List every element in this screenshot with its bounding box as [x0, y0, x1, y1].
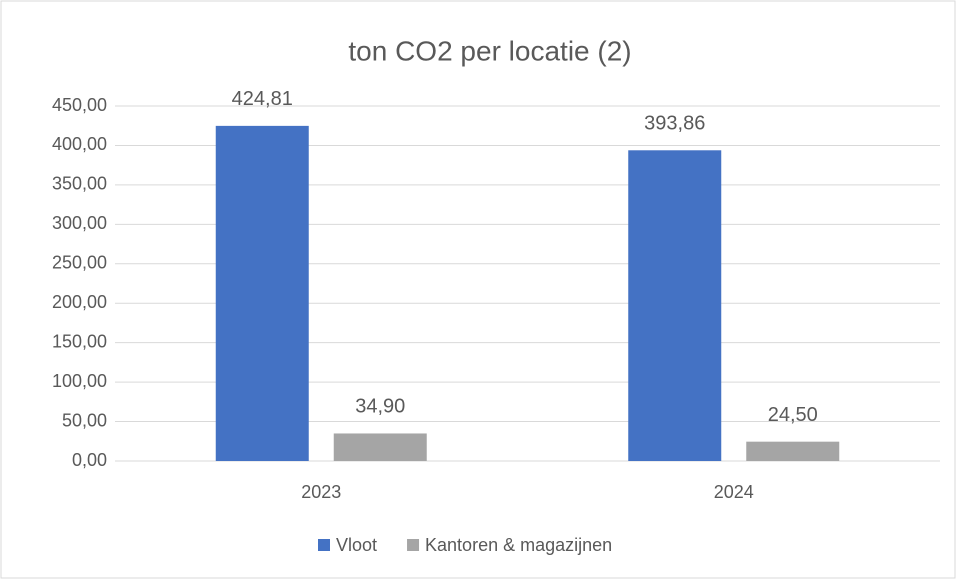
y-tick-label: 200,00: [52, 292, 107, 312]
value-label: 24,50: [768, 404, 818, 426]
y-tick-label: 400,00: [52, 134, 107, 154]
y-tick-label: 50,00: [62, 410, 107, 430]
legend-swatch: [407, 539, 420, 551]
x-tick-label: 2024: [714, 482, 754, 502]
value-label: 34,90: [355, 396, 405, 418]
bar: [628, 150, 722, 462]
y-tick-label: 250,00: [52, 253, 107, 273]
legend-swatch: [318, 539, 330, 551]
chart-title: ton CO2 per locatie (2): [348, 35, 631, 66]
bar: [333, 433, 427, 461]
y-tick-label: 350,00: [52, 174, 107, 194]
y-tick-label: 150,00: [52, 331, 107, 351]
value-label: 424,81: [232, 88, 293, 110]
y-tick-label: 0,00: [72, 450, 107, 470]
x-tick-label: 2023: [301, 482, 341, 502]
y-tick-label: 300,00: [52, 213, 107, 233]
legend-label: Vloot: [336, 535, 377, 555]
bar: [746, 441, 840, 461]
legend-label: Kantoren & magazijnen: [425, 535, 612, 555]
bar: [215, 125, 309, 462]
value-label: 393,86: [644, 113, 705, 135]
y-tick-label: 450,00: [52, 95, 107, 115]
y-tick-label: 100,00: [52, 371, 107, 391]
